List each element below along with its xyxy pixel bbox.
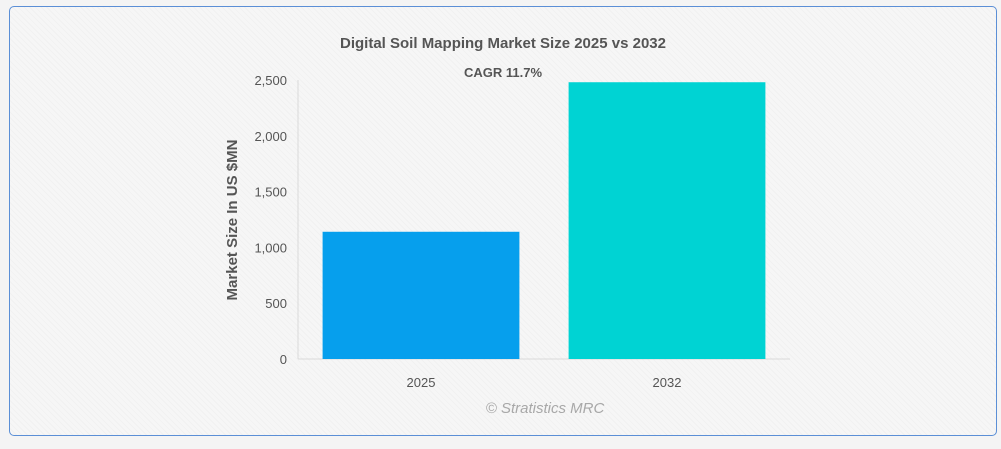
chart-title: Digital Soil Mapping Market Size 2025 vs… [340,35,666,52]
chart-frame [9,6,997,436]
source-watermark: © Stratistics MRC [486,400,605,417]
x-tick-label: 2032 [653,375,682,390]
y-tick-label: 1,500 [254,185,287,200]
bars [322,82,766,360]
cagr-annotation: CAGR 11.7% [464,65,542,80]
x-ticks: 2025 2032 [407,375,682,390]
y-tick-label: 0 [280,352,287,367]
bar-2032 [568,82,766,360]
x-tick-label: 2025 [407,375,436,390]
y-axis-label: Market Size In US $MN [224,140,241,301]
y-ticks: 0 500 1,000 1,500 2,000 2,500 [254,73,287,367]
y-tick-label: 500 [265,296,287,311]
bar-2025 [322,231,520,359]
y-tick-label: 2,000 [254,129,287,144]
y-tick-label: 2,500 [254,73,287,88]
y-tick-label: 1,000 [254,240,287,255]
